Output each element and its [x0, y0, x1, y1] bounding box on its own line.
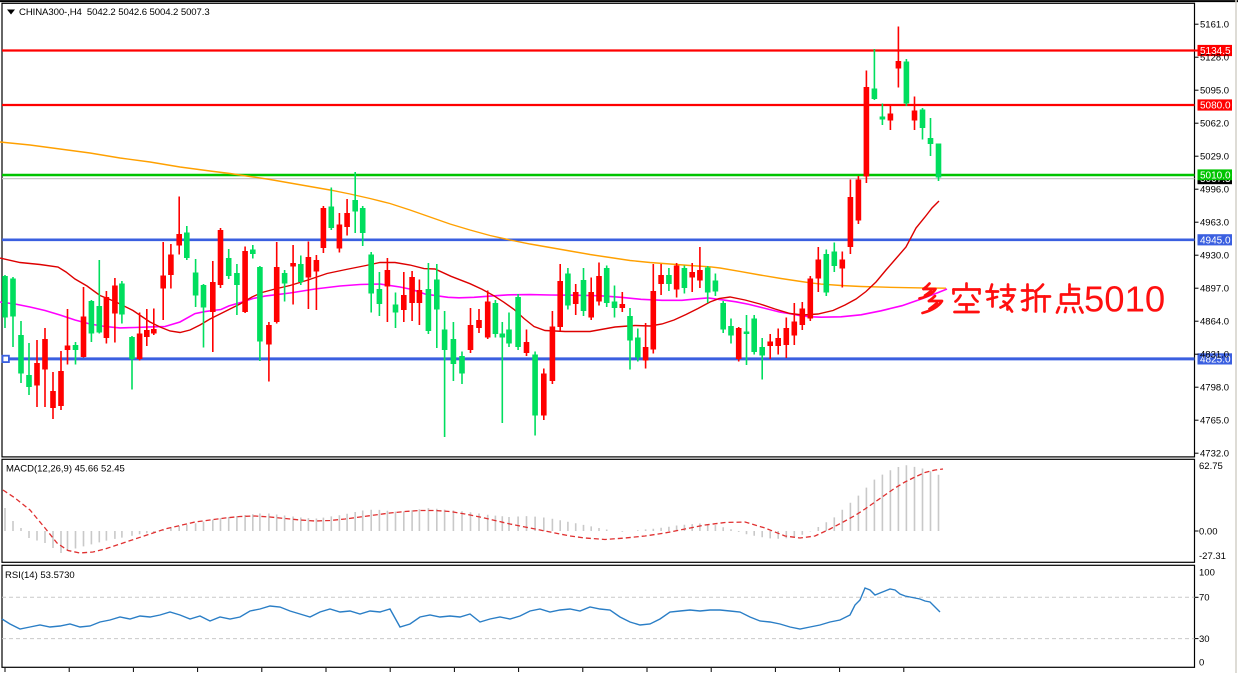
svg-text:5080.0: 5080.0 [1200, 101, 1231, 112]
svg-text:4732.0: 4732.0 [1200, 449, 1229, 460]
svg-text:0: 0 [1199, 658, 1204, 669]
svg-text:5062.0: 5062.0 [1200, 119, 1229, 130]
svg-text:100: 100 [1199, 568, 1215, 579]
svg-text:4996.0: 4996.0 [1200, 185, 1229, 196]
svg-text:MACD(12,26,9) 45.66 52.45: MACD(12,26,9) 45.66 52.45 [6, 463, 125, 474]
svg-text:4831.0: 4831.0 [1200, 350, 1229, 361]
svg-text:5010.0: 5010.0 [1200, 170, 1231, 181]
svg-text:0.00: 0.00 [1199, 526, 1218, 537]
svg-text:4825.0: 4825.0 [1200, 355, 1231, 366]
svg-text:-27.31: -27.31 [1199, 551, 1226, 562]
svg-text:RSI(14) 53.5730: RSI(14) 53.5730 [5, 570, 75, 581]
svg-text:CHINA300-,H4 5042.2 5042.6 50: CHINA300-,H4 5042.2 5042.6 5004.2 5007.3 [19, 7, 210, 18]
svg-text:5095.0: 5095.0 [1200, 86, 1229, 97]
svg-text:4930.0: 4930.0 [1200, 251, 1229, 262]
svg-text:70: 70 [1199, 593, 1210, 604]
svg-text:5161.0: 5161.0 [1200, 20, 1229, 31]
svg-text:4798.0: 4798.0 [1200, 383, 1229, 394]
svg-text:4963.0: 4963.0 [1200, 218, 1229, 229]
svg-text:30: 30 [1199, 634, 1210, 645]
svg-text:4864.0: 4864.0 [1200, 317, 1229, 328]
svg-text:5128.0: 5128.0 [1200, 53, 1229, 64]
svg-text:5134.5: 5134.5 [1200, 46, 1231, 57]
svg-text:4945.0: 4945.0 [1200, 235, 1231, 246]
svg-text:4897.0: 4897.0 [1200, 284, 1229, 295]
svg-text:5010: 5010 [1084, 279, 1165, 320]
svg-text:4765.0: 4765.0 [1200, 416, 1229, 427]
svg-text:5029.0: 5029.0 [1200, 152, 1229, 163]
svg-text:62.75: 62.75 [1199, 461, 1223, 472]
